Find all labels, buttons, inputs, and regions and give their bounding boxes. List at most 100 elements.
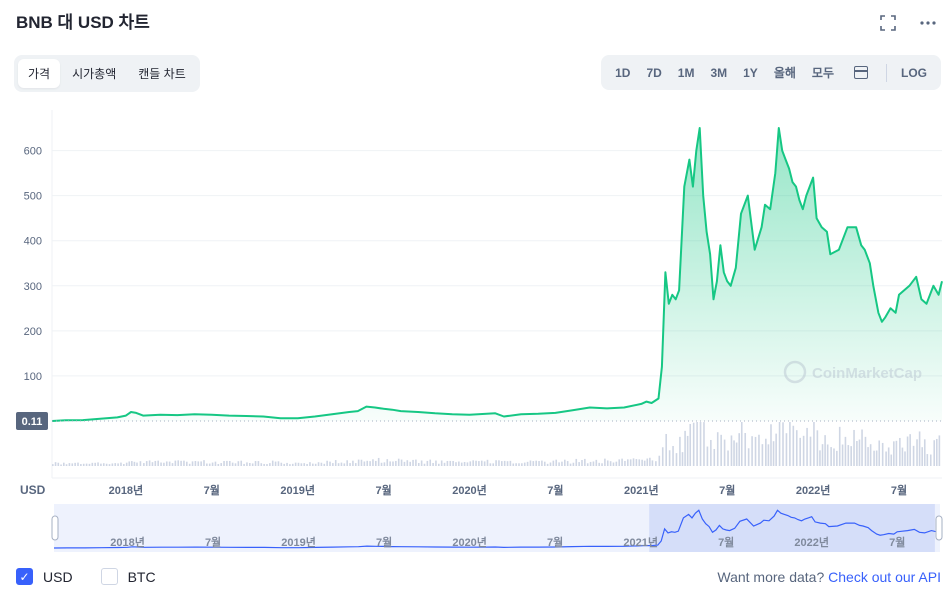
volume-bar [761, 444, 764, 466]
tab-market-cap[interactable]: 시가총액 [72, 67, 117, 81]
range-ytd-button[interactable]: 올해 [773, 66, 796, 80]
volume-bar [826, 444, 829, 466]
api-link[interactable]: Check out our API [828, 569, 941, 585]
more-icon[interactable] [919, 14, 937, 32]
range-1y-button[interactable]: 1Y [743, 65, 758, 80]
volume-bar [352, 460, 354, 466]
price-chart[interactable]: 100 200 300 400 500 600 0.11 CoinMarketCap USD 20… [0, 100, 951, 560]
volume-bar [57, 462, 60, 466]
brush-handle-left[interactable] [51, 515, 59, 541]
volume-bar [661, 447, 664, 466]
volume-bar [171, 463, 174, 466]
volume-bar [389, 461, 391, 466]
volume-bar [526, 461, 529, 466]
fullscreen-icon[interactable] [879, 14, 897, 32]
volume-bar [501, 461, 503, 466]
volume-bar [558, 462, 560, 466]
x-tick-label: 7월 [891, 483, 907, 497]
volume-bar [226, 460, 228, 466]
brush-handle-right[interactable] [935, 515, 943, 541]
volume-bar [125, 462, 128, 466]
volume-bar [263, 463, 265, 466]
range-1m-button[interactable]: 1M [677, 65, 695, 80]
calendar-button[interactable] [842, 59, 880, 86]
volume-bar [65, 464, 68, 466]
x-tick-label: 2022년 [796, 483, 831, 497]
volume-bar [82, 463, 85, 466]
volume-bar [323, 463, 326, 466]
volume-bar [120, 462, 122, 466]
volume-bar [606, 460, 609, 466]
range-all-button[interactable]: 모두 [811, 66, 834, 80]
volume-bar [128, 461, 131, 466]
volume-bar [68, 463, 71, 466]
volume-bar [555, 459, 558, 466]
x-tick-label: 2021년 [624, 483, 659, 497]
volume-bar [881, 442, 884, 466]
volume-bar [744, 433, 747, 466]
volume-bar [300, 463, 303, 466]
volume-bar [357, 459, 360, 466]
volume-bar [426, 460, 429, 466]
volume-bar [751, 436, 753, 466]
btc-checkbox[interactable] [100, 568, 118, 585]
volume-bar [372, 459, 374, 466]
range-3m-button[interactable]: 3M [710, 65, 728, 80]
y-tick-label: 500 [24, 191, 42, 203]
range-7d-button[interactable]: 7D [646, 65, 662, 80]
volume-bar [658, 455, 661, 466]
volume-bar [455, 462, 457, 466]
volume-bar [875, 450, 878, 466]
volume-bar [689, 423, 692, 466]
volume-bar [211, 462, 214, 466]
brush-tick-label: 7월 [547, 535, 563, 549]
volume-bar [139, 461, 142, 466]
volume-bar [480, 460, 483, 466]
volume-bar [449, 460, 452, 466]
usd-checkbox[interactable]: ✓ [16, 568, 33, 585]
volume-bar [397, 458, 400, 466]
volume-bar [243, 463, 245, 466]
volume-bar [770, 424, 772, 466]
volume-bar [105, 463, 108, 466]
volume-bar [423, 463, 426, 466]
volume-bar [529, 460, 532, 466]
volume-bar [864, 436, 867, 466]
range-1d-button[interactable]: 1D [615, 65, 631, 80]
volume-bar [546, 463, 549, 466]
volume-bar [85, 463, 88, 466]
volume-bar [890, 454, 893, 466]
volume-bar [833, 448, 835, 466]
volume-bar [271, 460, 274, 466]
volume-bar [475, 460, 477, 466]
volume-bar [595, 459, 598, 466]
volume-bar [893, 441, 895, 466]
volume-bar [375, 460, 377, 466]
volume-bar [735, 442, 738, 466]
volume-bar [543, 461, 546, 466]
volume-bar [847, 445, 850, 466]
volume-bar [635, 459, 638, 466]
volume-bar [604, 458, 606, 466]
volume-bar [309, 462, 311, 466]
volume-bar [306, 463, 308, 466]
volume-bar [909, 434, 911, 466]
volume-bar [601, 463, 603, 466]
volume-bar [349, 463, 351, 466]
tab-price[interactable]: 가격 [18, 59, 61, 88]
volume-bar [117, 463, 119, 466]
volume-bar [257, 461, 260, 466]
volume-bar [80, 464, 82, 466]
volume-bar [157, 460, 159, 466]
volume-bar [747, 448, 750, 466]
volume-bar [521, 463, 523, 466]
volume-bar [589, 461, 592, 466]
volume-bar [340, 462, 343, 466]
volume-bar [906, 436, 909, 466]
log-scale-button[interactable]: LOG [901, 65, 927, 80]
volume-bar [772, 441, 775, 466]
volume-bar [266, 464, 268, 466]
tab-candle-chart[interactable]: 캔들 차트 [138, 67, 186, 81]
volume-bar [443, 462, 446, 466]
volume-bar [363, 461, 366, 466]
